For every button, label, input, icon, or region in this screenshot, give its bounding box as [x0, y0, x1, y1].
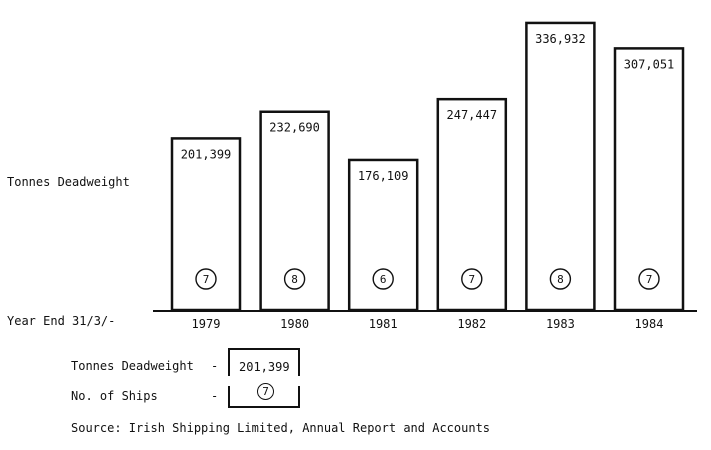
legend-tonnes-label: Tonnes Deadweight [71, 359, 194, 373]
bar-1981 [347, 158, 419, 312]
ship-count-circle [372, 268, 394, 290]
ship-count-label: 6 [380, 273, 387, 286]
bar-1979 [170, 137, 242, 312]
y-axis-label: Tonnes Deadweight [7, 175, 130, 189]
bar-1982 [436, 97, 508, 312]
x-tick-label: 1984 [635, 317, 664, 331]
ship-count-circle [638, 268, 660, 290]
x-tick-label: 1980 [280, 317, 309, 331]
legend-ships-dash: - [211, 389, 219, 403]
ship-count-label: 7 [203, 273, 210, 286]
legend-ships-label: No. of Ships [71, 389, 158, 403]
ship-count-label: 8 [291, 273, 298, 286]
bar-value-label: 307,051 [624, 57, 675, 71]
legend-example-value: 201,399 [239, 360, 290, 374]
x-tick-label: 1979 [192, 317, 221, 331]
x-tick-label: 1983 [546, 317, 575, 331]
x-axis-label: Year End 31/3/- [7, 314, 116, 328]
bar-value-label: 336,932 [535, 32, 586, 46]
ship-count-label: 7 [468, 273, 475, 286]
ship-count-label: 7 [646, 273, 653, 286]
x-tick-label: 1981 [369, 317, 398, 331]
legend-ship-count-circle: 7 [257, 383, 274, 400]
ship-count-label: 8 [557, 273, 564, 286]
legend-sample-bar: 201,399 7 [228, 348, 300, 408]
bar-value-label: 176,109 [358, 169, 409, 183]
bar-value-label: 232,690 [269, 121, 320, 135]
bar-1983 [525, 21, 596, 312]
bars-group: 201,399 7 1979 232,690 8 1980 176,109 6 1981 247,… [170, 21, 685, 331]
bar-1980 [259, 110, 330, 312]
bar-value-label: 201,399 [181, 147, 232, 161]
source-note: Source: Irish Shipping Limited, Annual R… [71, 421, 491, 435]
ship-count-circle [461, 268, 483, 290]
x-tick-label: 1982 [457, 317, 486, 331]
legend-tonnes-dash: - [211, 359, 219, 373]
ship-count-circle [549, 268, 572, 290]
ship-count-circle [195, 268, 217, 290]
bar-value-label: 247,447 [447, 108, 498, 122]
bar-1984 [613, 47, 685, 312]
ship-count-circle [283, 268, 306, 290]
